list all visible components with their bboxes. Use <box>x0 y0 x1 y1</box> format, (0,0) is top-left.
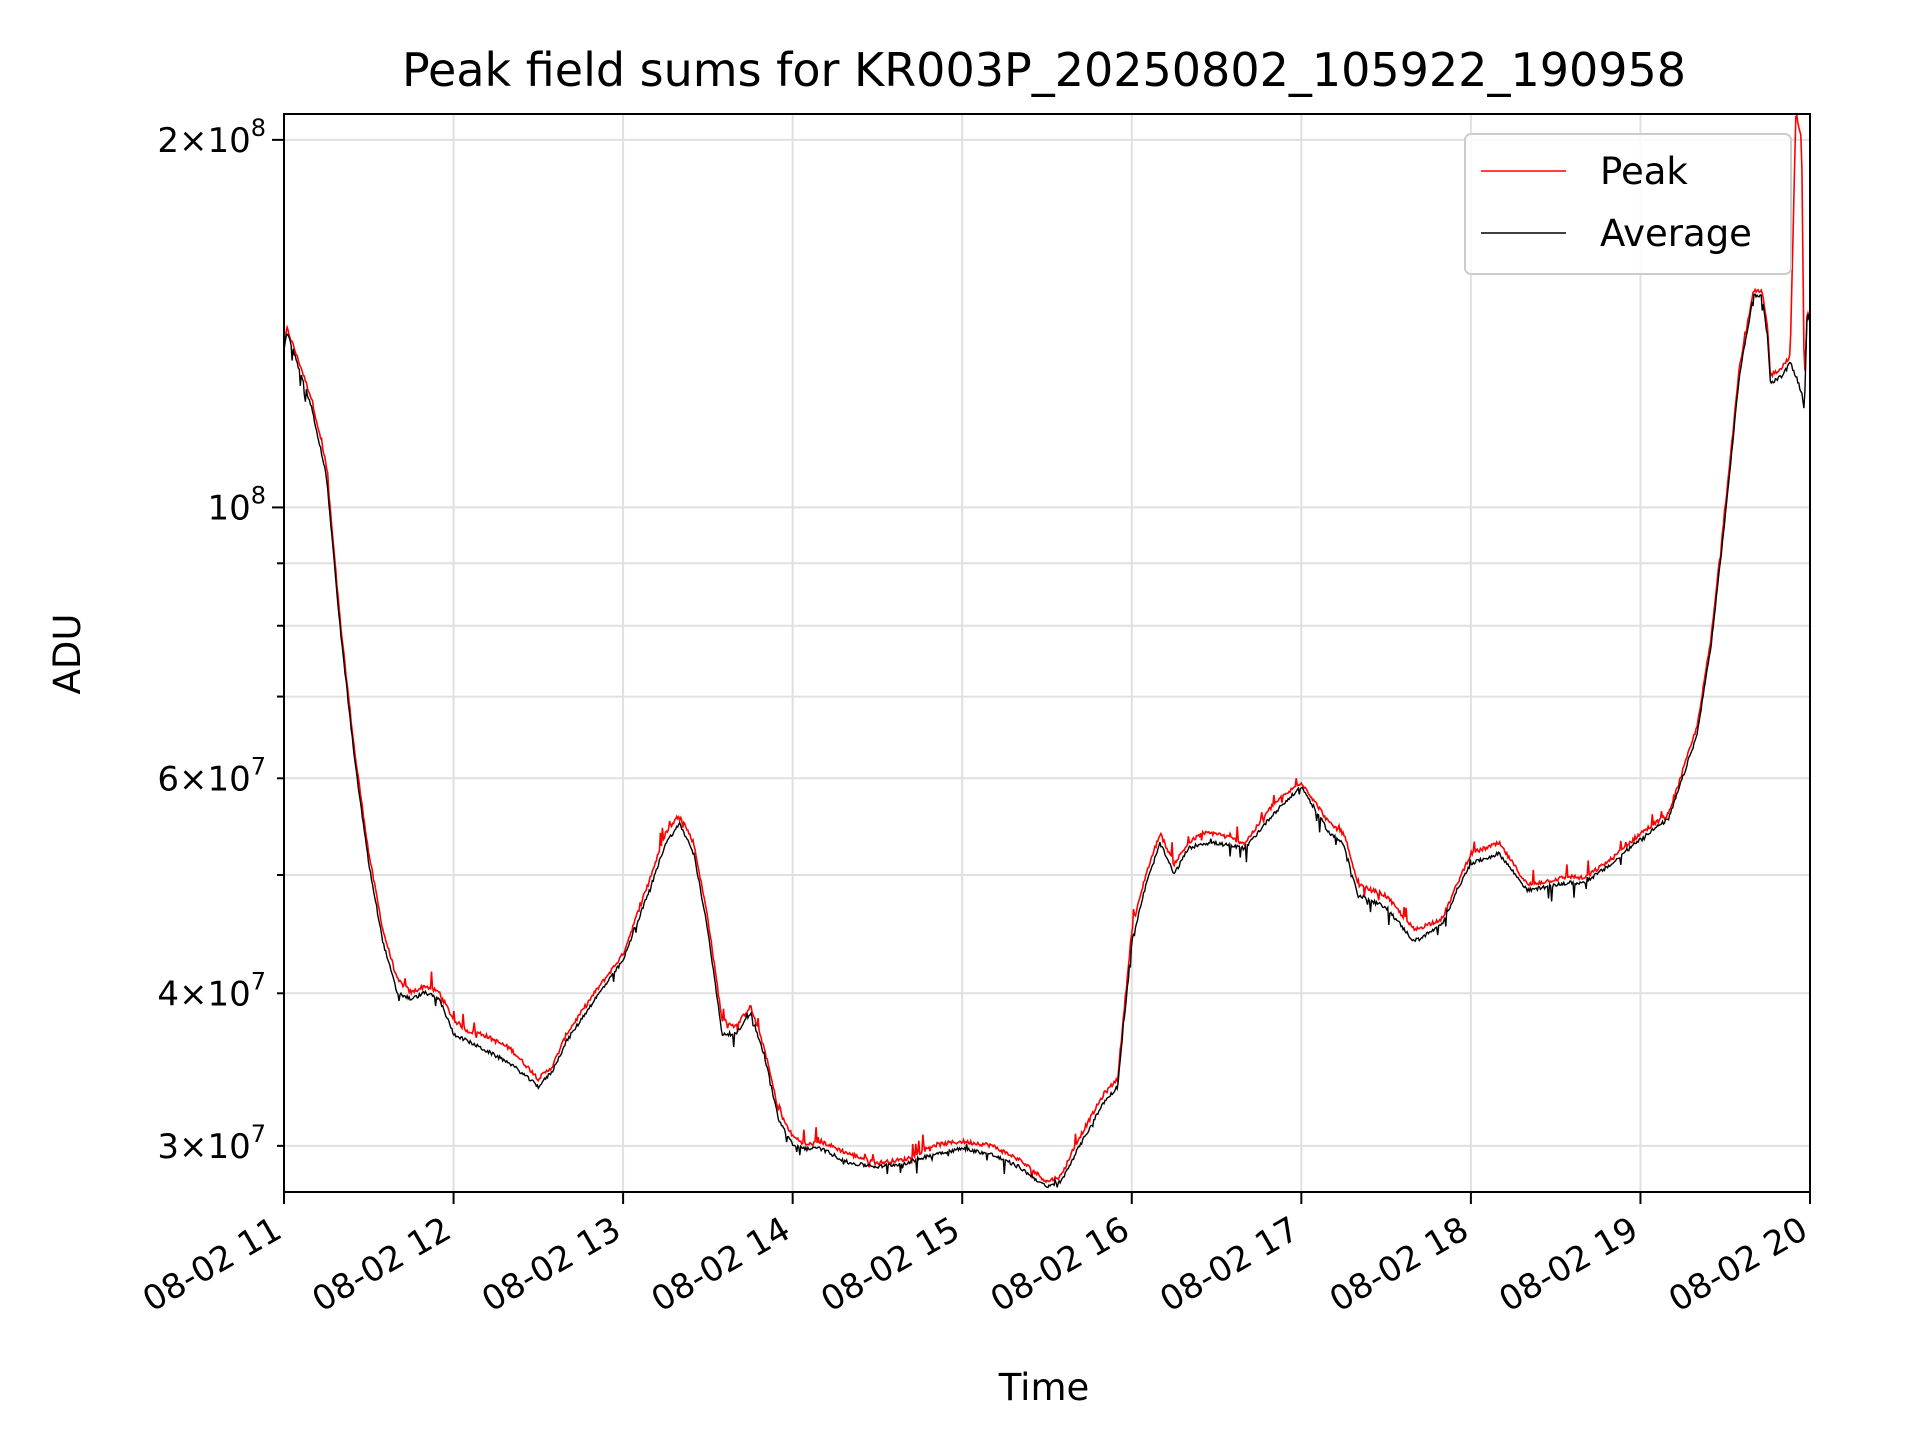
series-line-peak <box>284 114 1810 1184</box>
legend-label-average: Average <box>1600 212 1752 255</box>
y-axis: 108 2×108 3×107 4×107 6×107 <box>157 114 284 1167</box>
series-line-average <box>284 293 1810 1189</box>
y-tick-label: 108 <box>207 481 266 528</box>
y-tick-label: 3×107 <box>157 1120 266 1167</box>
y-axis-label: ADU <box>46 614 89 695</box>
chart-title: Peak field sums for KR003P_20250802_1059… <box>402 43 1686 97</box>
y-tick-label: 4×107 <box>157 967 266 1014</box>
x-axis-label: Time <box>998 1366 1090 1409</box>
y-tick-label: 6×107 <box>157 752 266 799</box>
legend-label-peak: Peak <box>1600 150 1688 193</box>
legend: Peak Average <box>1464 133 1792 275</box>
plot-lines <box>284 114 1810 1189</box>
legend-box <box>1464 133 1792 275</box>
plot-frame <box>283 113 1811 1193</box>
y-tick-label: 2×108 <box>157 114 266 161</box>
